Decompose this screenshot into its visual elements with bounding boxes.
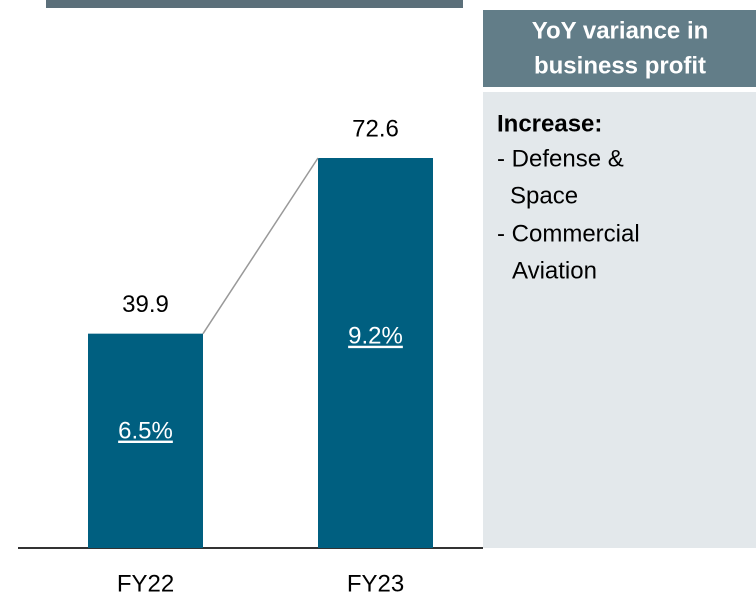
value-label: 72.6 (352, 115, 399, 142)
x-tick-label: FY22 (117, 570, 174, 597)
panel-line: Aviation (512, 257, 597, 284)
x-tick-label: FY23 (347, 570, 404, 597)
margin-label: 9.2% (348, 323, 403, 350)
panel-title-bg (483, 10, 756, 87)
panel-body (483, 92, 756, 548)
bar (88, 333, 203, 548)
panel-line: Space (510, 182, 578, 209)
panel-heading: Increase: (497, 110, 602, 137)
value-label: 39.9 (122, 291, 169, 318)
panel-line: - Defense & (497, 145, 624, 172)
connector (202, 157, 319, 335)
bar (318, 158, 433, 548)
panel-line: - Commercial (497, 220, 640, 247)
panel-title: business profit (534, 52, 706, 79)
panel-title: YoY variance in (532, 17, 709, 44)
margin-label: 6.5% (118, 418, 173, 445)
header-strip (46, 0, 463, 8)
